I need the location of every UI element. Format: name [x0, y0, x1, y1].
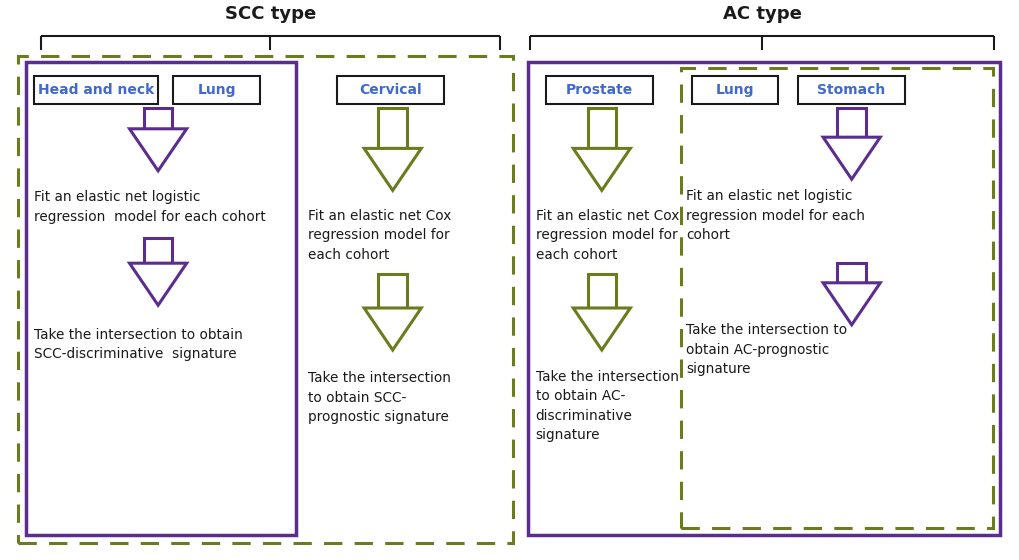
- Bar: [378, 108, 407, 148]
- Bar: [25, 62, 296, 535]
- Text: Fit an elastic net Cox
regression model for
each cohort: Fit an elastic net Cox regression model …: [535, 209, 679, 262]
- Polygon shape: [822, 137, 879, 179]
- Text: Lung: Lung: [198, 83, 235, 97]
- Polygon shape: [129, 263, 186, 305]
- Bar: [144, 238, 172, 263]
- Polygon shape: [822, 283, 879, 325]
- Bar: [797, 76, 904, 104]
- Text: Head and neck: Head and neck: [38, 83, 154, 97]
- Bar: [545, 76, 652, 104]
- Text: Fit an elastic net logistic
regression  model for each cohort: Fit an elastic net logistic regression m…: [34, 190, 265, 224]
- Bar: [587, 274, 615, 308]
- Text: Take the intersection
to obtain SCC-
prognostic signature: Take the intersection to obtain SCC- pro…: [308, 371, 450, 424]
- Bar: [34, 76, 158, 104]
- Text: Cervical: Cervical: [359, 83, 421, 97]
- Text: Take the intersection
to obtain AC-
discriminative
signature: Take the intersection to obtain AC- disc…: [535, 370, 678, 442]
- Text: Prostate: Prostate: [566, 83, 632, 97]
- Polygon shape: [364, 148, 421, 190]
- Text: Take the intersection to
obtain AC-prognostic
signature: Take the intersection to obtain AC-progn…: [686, 324, 847, 376]
- Bar: [837, 263, 865, 283]
- Text: Stomach: Stomach: [816, 83, 884, 97]
- Text: Fit an elastic net Cox
regression model for
each cohort: Fit an elastic net Cox regression model …: [308, 209, 451, 262]
- Text: Take the intersection to obtain
SCC-discriminative  signature: Take the intersection to obtain SCC-disc…: [34, 328, 243, 361]
- Bar: [691, 76, 777, 104]
- Polygon shape: [573, 308, 630, 350]
- Bar: [173, 76, 260, 104]
- Text: AC type: AC type: [722, 5, 801, 23]
- Polygon shape: [129, 129, 186, 171]
- Polygon shape: [573, 148, 630, 190]
- Polygon shape: [364, 308, 421, 350]
- Bar: [681, 68, 993, 528]
- Text: Fit an elastic net logistic
regression model for each
cohort: Fit an elastic net logistic regression m…: [686, 189, 864, 242]
- Bar: [144, 108, 172, 129]
- Bar: [336, 76, 443, 104]
- Bar: [587, 108, 615, 148]
- Bar: [528, 62, 999, 535]
- Bar: [18, 56, 513, 543]
- Bar: [837, 108, 865, 137]
- Text: SCC type: SCC type: [224, 5, 316, 23]
- Text: Lung: Lung: [715, 83, 753, 97]
- Bar: [378, 274, 407, 308]
